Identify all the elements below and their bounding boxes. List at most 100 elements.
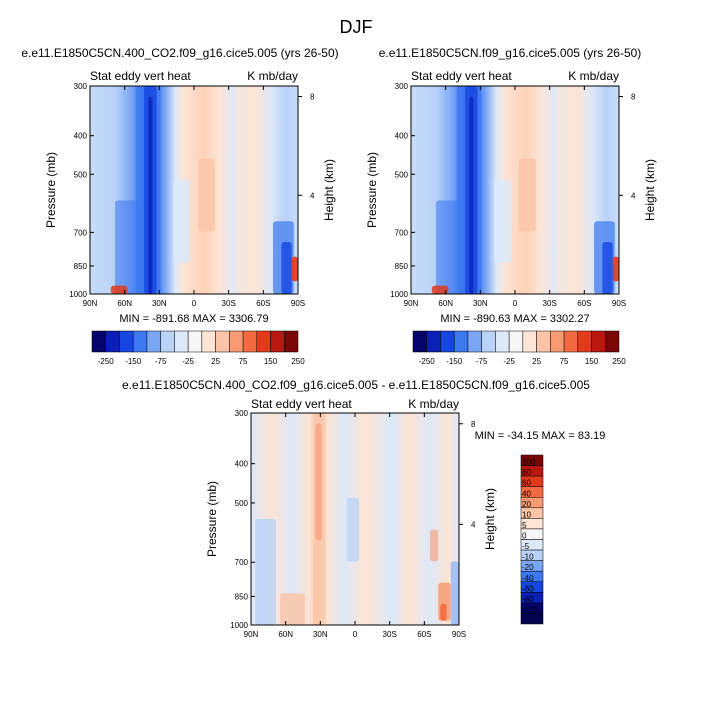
y-right-tick-label: 4 xyxy=(631,191,636,200)
left-label: Stat eddy vert heat xyxy=(90,69,191,83)
colorbar-box xyxy=(132,330,148,353)
colorbar-label: -100 xyxy=(522,605,539,614)
colorbar-label: -5 xyxy=(522,542,530,551)
y-right-tick-label: 8 xyxy=(631,93,636,102)
x-tick-label: 90S xyxy=(452,630,466,639)
field-feature xyxy=(556,86,578,294)
x-tick-label: 60N xyxy=(438,299,453,308)
panel-top-right: e.e11.E1850C5CN.f09_g16.cice5.005 (yrs 2… xyxy=(365,46,657,366)
panel-title: e.e11.E1850C5CN.400_CO2.f09_g16.cice5.00… xyxy=(122,378,590,392)
x-tick-label: 30S xyxy=(543,299,557,308)
colorbar-label: -10 xyxy=(522,553,534,562)
colorbar-box xyxy=(467,330,482,353)
field-feature xyxy=(110,285,128,294)
x-tick-label: 90N xyxy=(83,299,98,308)
min-max-stats: MIN = -890.63 MAX = 3302.27 xyxy=(440,313,589,325)
y-axis-title: Pressure (mb) xyxy=(365,152,379,228)
panel-title: e.e11.E1850C5CN.400_CO2.f09_g16.cice5.00… xyxy=(21,46,338,60)
y-tick-label: 500 xyxy=(235,499,249,508)
colorbar-box xyxy=(481,330,496,353)
colorbar-label: 75 xyxy=(239,357,248,366)
colorbar-label: 75 xyxy=(560,357,569,366)
y-tick-label: 850 xyxy=(395,262,409,271)
colorbar-label: -75 xyxy=(476,357,488,366)
field-feature xyxy=(198,158,215,232)
colorbar-box xyxy=(91,330,106,353)
colorbar-label: -25 xyxy=(503,357,515,366)
colorbar-label: -75 xyxy=(155,357,167,366)
colorbar-label: -250 xyxy=(98,357,115,366)
x-tick-label: 90N xyxy=(244,630,259,639)
colorbar-box xyxy=(146,330,161,353)
field-feature xyxy=(173,179,190,263)
colorbar-box xyxy=(550,330,565,353)
colorbar-box xyxy=(229,330,244,353)
field-feature xyxy=(431,285,449,294)
colorbar-label: 80 xyxy=(522,468,531,477)
x-tick-label: 0 xyxy=(192,299,197,308)
colorbar-box xyxy=(522,330,537,353)
figure-title: DJF xyxy=(340,17,373,37)
y-tick-label: 300 xyxy=(74,82,88,91)
field-feature xyxy=(519,158,536,232)
colorbar-label: 150 xyxy=(264,357,278,366)
y-tick-label: 300 xyxy=(395,82,409,91)
x-tick-label: 90N xyxy=(404,299,419,308)
panel-title: e.e11.E1850C5CN.f09_g16.cice5.005 (yrs 2… xyxy=(379,46,642,60)
y-right-tick-label: 8 xyxy=(310,93,315,102)
colorbar-label: 60 xyxy=(522,479,531,488)
field-feature xyxy=(291,256,298,282)
colorbar-label: 10 xyxy=(522,510,531,519)
y-tick-label: 850 xyxy=(235,592,249,601)
y-tick-label: 1000 xyxy=(69,290,87,299)
left-label: Stat eddy vert heat xyxy=(411,69,512,83)
colorbar-label: -250 xyxy=(419,357,436,366)
colorbar-label: -150 xyxy=(446,357,463,366)
colorbar-box xyxy=(577,330,592,353)
field-feature xyxy=(612,256,619,282)
right-label: K mb/day xyxy=(247,69,298,83)
field-feature xyxy=(494,179,511,263)
colorbar-label: -80 xyxy=(522,595,534,604)
min-max-stats: MIN = -34.15 MAX = 83.19 xyxy=(475,430,606,442)
y-tick-label: 700 xyxy=(74,228,88,237)
colorbar-label: -25 xyxy=(182,357,194,366)
colorbar-label: -40 xyxy=(522,574,534,583)
y-tick-label: 1000 xyxy=(390,290,408,299)
colorbar-label: 25 xyxy=(211,357,220,366)
colorbar-box xyxy=(536,330,551,353)
y-tick-label: 400 xyxy=(395,132,409,141)
panel-top-left: e.e11.E1850C5CN.400_CO2.f09_g16.cice5.00… xyxy=(21,46,338,366)
y-right-axis-title: Height (km) xyxy=(483,488,497,550)
colorbar-label: 25 xyxy=(532,357,541,366)
x-tick-label: 0 xyxy=(353,630,358,639)
x-tick-label: 60N xyxy=(278,630,293,639)
y-right-tick-label: 8 xyxy=(471,420,476,429)
y-tick-label: 1000 xyxy=(230,621,248,630)
y-tick-label: 700 xyxy=(235,558,249,567)
colorbar-box xyxy=(256,330,271,353)
field-feature xyxy=(346,497,360,562)
y-axis-title: Pressure (mb) xyxy=(205,481,219,557)
x-tick-label: 30S xyxy=(383,630,397,639)
colorbar-label: 0 xyxy=(522,532,527,541)
colorbar-box xyxy=(174,330,189,353)
x-tick-label: 60S xyxy=(577,299,591,308)
colorbar-box xyxy=(187,330,203,353)
colorbar-box xyxy=(284,330,299,353)
colorbar-box xyxy=(453,330,469,353)
colorbar-box xyxy=(270,330,285,353)
colorbar-label: 150 xyxy=(585,357,599,366)
y-tick-label: 400 xyxy=(235,460,249,469)
field-feature xyxy=(429,529,439,562)
x-tick-label: 30N xyxy=(473,299,488,308)
x-tick-label: 90S xyxy=(612,299,626,308)
y-tick-label: 500 xyxy=(74,170,88,179)
min-max-stats: MIN = -891.68 MAX = 3306.79 xyxy=(119,313,268,325)
field-feature xyxy=(281,242,292,294)
y-tick-label: 300 xyxy=(235,409,249,418)
colorbar-label: 100 xyxy=(522,458,536,467)
colorbar-box xyxy=(591,330,606,353)
field-feature xyxy=(435,200,461,294)
